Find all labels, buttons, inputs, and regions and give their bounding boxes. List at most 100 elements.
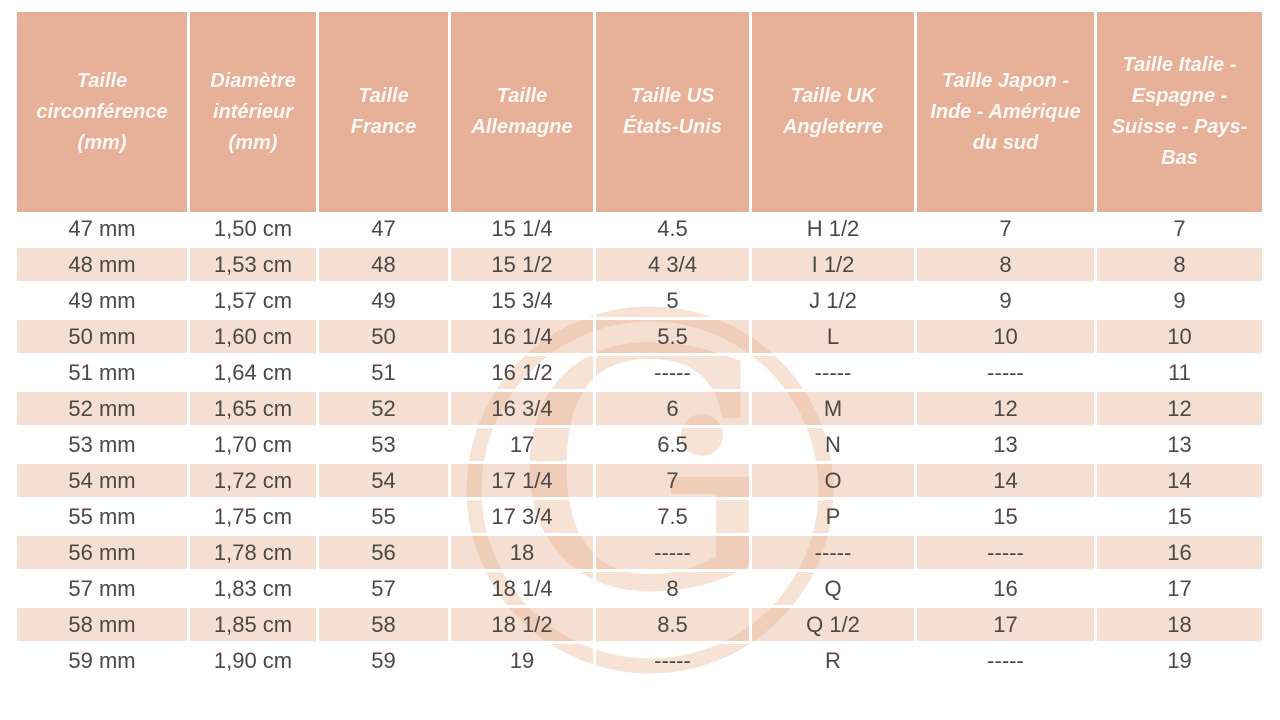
table-cell: 4 3/4 <box>596 248 752 284</box>
column-header: Taille France <box>319 12 451 212</box>
table-cell: ----- <box>596 644 752 680</box>
table-cell: 17 1/4 <box>451 464 596 500</box>
table-cell: 8.5 <box>596 608 752 644</box>
table-cell: Q <box>752 572 917 608</box>
table-cell: 18 1/4 <box>451 572 596 608</box>
column-header: Taille Japon - Inde - Amérique du sud <box>917 12 1097 212</box>
table-cell: I 1/2 <box>752 248 917 284</box>
table-row: 50 mm 1,60 cm 50 16 1/4 5.5 L 10 10 <box>17 320 1262 356</box>
table-cell: 19 <box>451 644 596 680</box>
table-cell: 10 <box>917 320 1097 356</box>
table-cell: 10 <box>1097 320 1262 356</box>
table-row: 54 mm 1,72 cm 54 17 1/4 7 O 14 14 <box>17 464 1262 500</box>
table-cell: 15 <box>1097 500 1262 536</box>
table-cell: 12 <box>917 392 1097 428</box>
table-cell: 58 <box>319 608 451 644</box>
table-cell: 47 <box>319 212 451 248</box>
table-cell: 5.5 <box>596 320 752 356</box>
table-cell: 51 <box>319 356 451 392</box>
table-cell: 16 3/4 <box>451 392 596 428</box>
table-cell: 56 <box>319 536 451 572</box>
table-cell: ----- <box>752 356 917 392</box>
table-cell: 1,85 cm <box>190 608 319 644</box>
table-cell: 15 <box>917 500 1097 536</box>
table-cell: 1,60 cm <box>190 320 319 356</box>
table-row: 59 mm 1,90 cm 59 19 ----- R ----- 19 <box>17 644 1262 680</box>
table-cell: 4.5 <box>596 212 752 248</box>
table-cell: 13 <box>1097 428 1262 464</box>
table-cell: 52 <box>319 392 451 428</box>
table-cell: 16 <box>1097 536 1262 572</box>
table-cell: 48 mm <box>17 248 190 284</box>
table-cell: 8 <box>917 248 1097 284</box>
table-cell: 58 mm <box>17 608 190 644</box>
table-cell: 16 1/2 <box>451 356 596 392</box>
table-cell: 7.5 <box>596 500 752 536</box>
table-cell: 8 <box>1097 248 1262 284</box>
table-cell: 54 mm <box>17 464 190 500</box>
table-cell: 47 mm <box>17 212 190 248</box>
table-cell: 7 <box>596 464 752 500</box>
table-cell: 7 <box>917 212 1097 248</box>
table-cell: 55 mm <box>17 500 190 536</box>
table-body: 47 mm 1,50 cm 47 15 1/4 4.5 H 1/2 7 7 48 mm 1,53 … <box>17 212 1262 680</box>
column-header: Taille Italie - Espagne - Suisse - Pays-… <box>1097 12 1262 212</box>
table-cell: 18 1/2 <box>451 608 596 644</box>
table-cell: 1,70 cm <box>190 428 319 464</box>
table-cell: 50 mm <box>17 320 190 356</box>
table-cell: 50 <box>319 320 451 356</box>
table-cell: ----- <box>917 536 1097 572</box>
table-cell: 16 1/4 <box>451 320 596 356</box>
table-cell: 56 mm <box>17 536 190 572</box>
table-cell: O <box>752 464 917 500</box>
table-cell: 14 <box>1097 464 1262 500</box>
column-header: Taille US États-Unis <box>596 12 752 212</box>
table-row: 57 mm 1,83 cm 57 18 1/4 8 Q 16 17 <box>17 572 1262 608</box>
table-cell: 48 <box>319 248 451 284</box>
table-cell: 9 <box>1097 284 1262 320</box>
table-cell: 12 <box>1097 392 1262 428</box>
table-cell: 1,50 cm <box>190 212 319 248</box>
table-cell: 55 <box>319 500 451 536</box>
table-cell: 1,72 cm <box>190 464 319 500</box>
column-header: Taille UK Angleterre <box>752 12 917 212</box>
table-cell: ----- <box>596 536 752 572</box>
table-cell: 1,75 cm <box>190 500 319 536</box>
table-cell: 57 mm <box>17 572 190 608</box>
table-header: Taille circonférence (mm) Diamètre intéri… <box>17 12 1262 212</box>
table-cell: 54 <box>319 464 451 500</box>
table-cell: ----- <box>752 536 917 572</box>
table-cell: 6 <box>596 392 752 428</box>
table-cell: ----- <box>596 356 752 392</box>
table-cell: J 1/2 <box>752 284 917 320</box>
table-cell: 17 <box>917 608 1097 644</box>
table-cell: 1,90 cm <box>190 644 319 680</box>
table-cell: 16 <box>917 572 1097 608</box>
table-cell: 53 mm <box>17 428 190 464</box>
table-cell: 17 3/4 <box>451 500 596 536</box>
table-cell: 49 <box>319 284 451 320</box>
table-row: 56 mm 1,78 cm 56 18 ----- ----- ----- 16 <box>17 536 1262 572</box>
table-cell: 49 mm <box>17 284 190 320</box>
table-row: 51 mm 1,64 cm 51 16 1/2 ----- ----- ----- 11 <box>17 356 1262 392</box>
header-row: Taille circonférence (mm) Diamètre intéri… <box>17 12 1262 212</box>
table-cell: 9 <box>917 284 1097 320</box>
table-cell: ----- <box>917 356 1097 392</box>
table-cell: P <box>752 500 917 536</box>
table-cell: 19 <box>1097 644 1262 680</box>
table-row: 48 mm 1,53 cm 48 15 1/2 4 3/4 I 1/2 8 8 <box>17 248 1262 284</box>
table-cell: 15 3/4 <box>451 284 596 320</box>
table-cell: 15 1/2 <box>451 248 596 284</box>
table-cell: 18 <box>1097 608 1262 644</box>
table-cell: 52 mm <box>17 392 190 428</box>
table-cell: 53 <box>319 428 451 464</box>
table-cell: L <box>752 320 917 356</box>
table-cell: 51 mm <box>17 356 190 392</box>
table-cell: Q 1/2 <box>752 608 917 644</box>
table-cell: 59 mm <box>17 644 190 680</box>
table-cell: 1,83 cm <box>190 572 319 608</box>
table-cell: 11 <box>1097 356 1262 392</box>
table-cell: 57 <box>319 572 451 608</box>
table-cell: 59 <box>319 644 451 680</box>
table-cell: 17 <box>1097 572 1262 608</box>
